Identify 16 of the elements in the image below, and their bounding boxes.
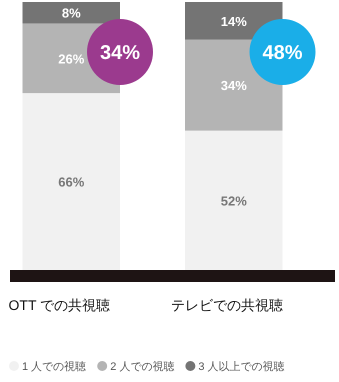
annotation: 34% bbox=[100, 42, 140, 64]
x-tick-label: OTT での共視聴 bbox=[8, 297, 110, 313]
legend-label: 1 人での視聴 bbox=[22, 360, 86, 373]
bar bbox=[185, 130, 282, 270]
x-tick-label: テレビでの共視聴 bbox=[171, 297, 283, 313]
bar bbox=[22, 93, 120, 270]
bar bbox=[22, 2, 120, 24]
annotation: 48% bbox=[262, 42, 303, 64]
legend-label: 2 人での視聴 bbox=[110, 360, 174, 373]
data-label: 66% bbox=[58, 174, 85, 190]
data-label: 52% bbox=[220, 193, 248, 208]
data-label: 34% bbox=[220, 78, 248, 94]
data-label: 8% bbox=[62, 6, 82, 21]
data-label: 26% bbox=[58, 51, 85, 66]
data-label: 14% bbox=[220, 14, 248, 29]
legend-label: 3 人以上での視聴 bbox=[198, 360, 285, 373]
